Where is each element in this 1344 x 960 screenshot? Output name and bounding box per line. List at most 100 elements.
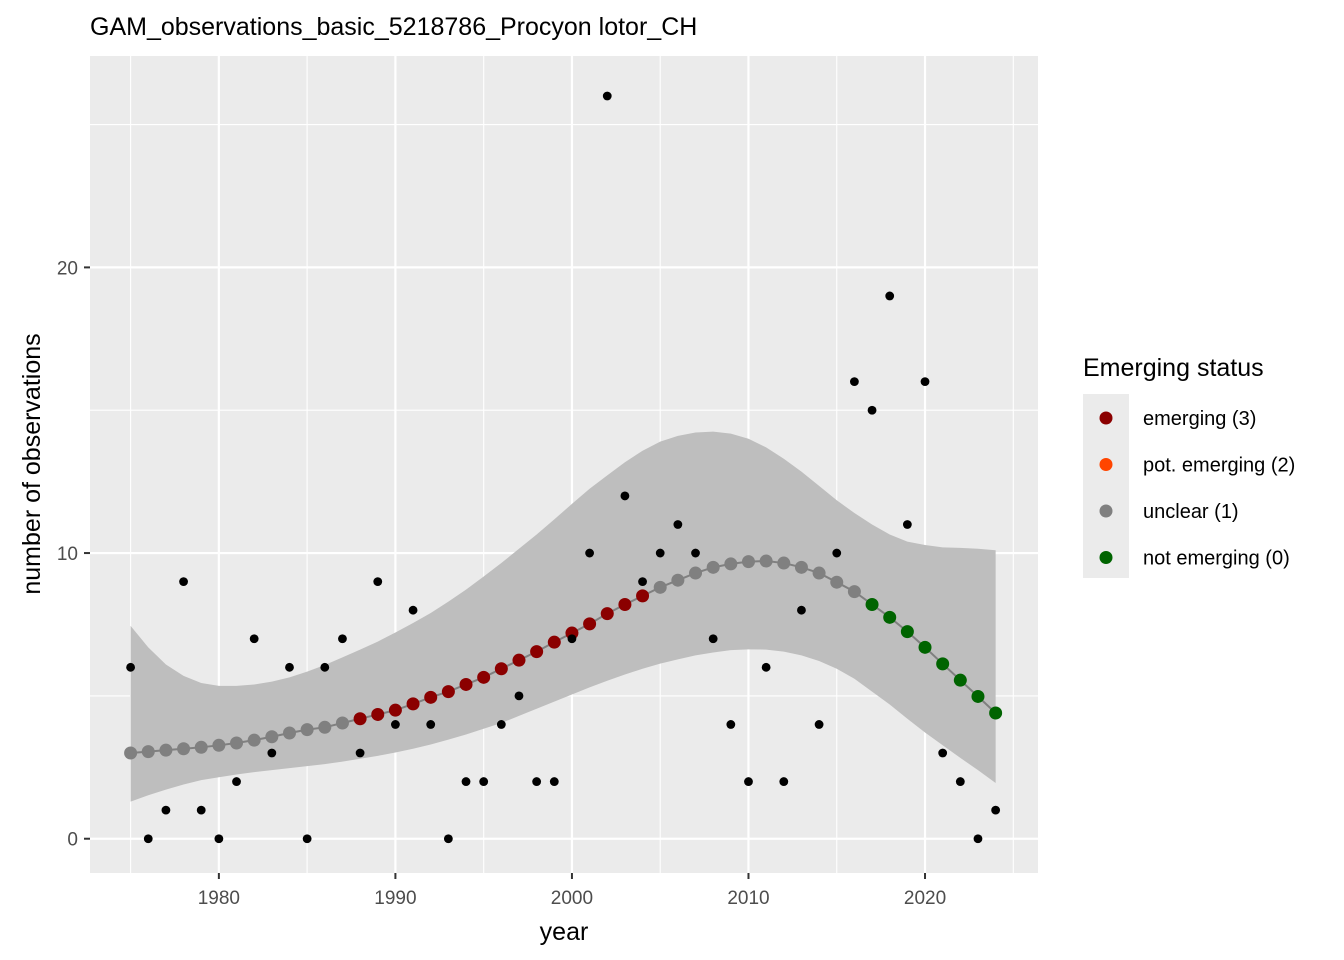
x-axis: 1980 1990 2000 2010 2020 bbox=[198, 873, 946, 909]
observed-point bbox=[991, 805, 1001, 815]
fitted-point bbox=[847, 585, 861, 599]
fitted-point bbox=[865, 597, 879, 611]
fitted-point bbox=[989, 706, 1003, 720]
observed-point bbox=[708, 634, 718, 644]
observed-point bbox=[532, 777, 542, 786]
observed-point bbox=[920, 377, 930, 387]
observed-point bbox=[673, 520, 683, 529]
x-tick-label: 2000 bbox=[551, 888, 593, 909]
observed-point bbox=[143, 834, 153, 844]
observed-point bbox=[567, 634, 577, 644]
fitted-point bbox=[230, 736, 244, 750]
legend-key bbox=[1099, 458, 1113, 471]
fitted-point bbox=[971, 689, 985, 703]
fitted-point bbox=[265, 730, 279, 744]
fitted-point bbox=[530, 645, 544, 659]
observed-point bbox=[638, 577, 647, 587]
observed-point bbox=[214, 834, 224, 844]
fitted-point bbox=[335, 716, 349, 730]
fitted-point bbox=[812, 566, 826, 580]
fitted-point bbox=[371, 707, 385, 721]
y-tick-label: 0 bbox=[67, 830, 78, 851]
fitted-point bbox=[618, 597, 632, 611]
fitted-point bbox=[353, 712, 367, 726]
observed-point bbox=[391, 720, 400, 729]
fitted-point bbox=[830, 575, 844, 589]
fitted-point bbox=[953, 673, 967, 687]
fitted-point bbox=[212, 738, 226, 752]
observed-point bbox=[549, 777, 559, 786]
observed-point bbox=[655, 548, 665, 558]
fitted-point bbox=[124, 746, 138, 760]
legend-label: not emerging (0) bbox=[1143, 548, 1290, 570]
observed-point bbox=[320, 662, 330, 672]
observed-point bbox=[285, 662, 294, 672]
legend: Emerging status emerging (3) pot. emergin… bbox=[1083, 354, 1295, 578]
legend-key bbox=[1099, 504, 1113, 518]
observed-point bbox=[267, 748, 277, 758]
observed-point bbox=[744, 777, 753, 786]
observed-point bbox=[850, 377, 859, 387]
x-axis-title: year bbox=[540, 918, 589, 946]
fitted-point bbox=[759, 554, 773, 568]
legend-key bbox=[1099, 551, 1113, 564]
fitted-point bbox=[141, 745, 155, 759]
legend-entries: emerging (3) pot. emerging (2) unclear (1)… bbox=[1099, 408, 1295, 570]
fitted-point bbox=[459, 677, 473, 691]
legend-label: emerging (3) bbox=[1143, 408, 1256, 430]
observed-point bbox=[443, 834, 453, 844]
fitted-point bbox=[653, 580, 667, 594]
observed-point bbox=[814, 720, 824, 729]
y-axis-title: number of observations bbox=[18, 333, 46, 594]
observed-point bbox=[955, 777, 965, 786]
fitted-point bbox=[724, 557, 738, 571]
observed-point bbox=[355, 748, 365, 758]
fitted-point bbox=[741, 555, 755, 569]
observed-point bbox=[691, 548, 700, 558]
fitted-point bbox=[936, 657, 950, 671]
observed-point bbox=[514, 691, 524, 701]
legend-key bbox=[1099, 411, 1113, 425]
observed-point bbox=[973, 834, 983, 844]
fitted-point bbox=[424, 690, 438, 704]
observed-points bbox=[126, 91, 1001, 844]
fitted-point bbox=[547, 635, 561, 649]
observed-point bbox=[938, 748, 948, 758]
x-tick-label: 2010 bbox=[727, 888, 769, 909]
fitted-point bbox=[406, 697, 420, 711]
legend-label: pot. emerging (2) bbox=[1143, 455, 1295, 477]
legend-label: unclear (1) bbox=[1143, 501, 1239, 523]
y-tick-label: 20 bbox=[57, 258, 78, 279]
fitted-point bbox=[918, 640, 932, 654]
fitted-point bbox=[477, 670, 491, 684]
fitted-point bbox=[636, 589, 650, 603]
observed-point bbox=[902, 520, 912, 529]
fitted-point bbox=[494, 662, 508, 676]
y-tick-label: 10 bbox=[57, 544, 78, 565]
x-tick-label: 2020 bbox=[904, 888, 946, 909]
observed-point bbox=[338, 634, 347, 644]
chart-title: GAM_observations_basic_5218786_Procyon l… bbox=[90, 13, 697, 41]
observed-point bbox=[408, 605, 418, 615]
fitted-point bbox=[282, 726, 296, 740]
observed-point bbox=[373, 577, 383, 587]
observed-point bbox=[249, 634, 259, 644]
observed-point bbox=[620, 491, 630, 501]
fitted-point bbox=[794, 560, 808, 574]
observed-point bbox=[832, 548, 842, 558]
observed-point bbox=[585, 548, 594, 558]
fitted-point bbox=[777, 556, 791, 570]
fitted-point bbox=[194, 740, 208, 754]
observed-point bbox=[867, 405, 877, 415]
observed-point bbox=[496, 720, 506, 729]
fitted-point bbox=[900, 625, 914, 639]
fitted-point bbox=[177, 742, 191, 756]
observed-point bbox=[726, 720, 736, 729]
observed-point bbox=[302, 834, 312, 844]
fitted-point bbox=[600, 607, 614, 621]
fitted-point bbox=[706, 560, 720, 574]
fitted-point bbox=[247, 733, 261, 747]
observed-point bbox=[479, 777, 489, 786]
legend-title: Emerging status bbox=[1083, 354, 1264, 382]
y-axis: 0 10 20 bbox=[57, 258, 90, 851]
